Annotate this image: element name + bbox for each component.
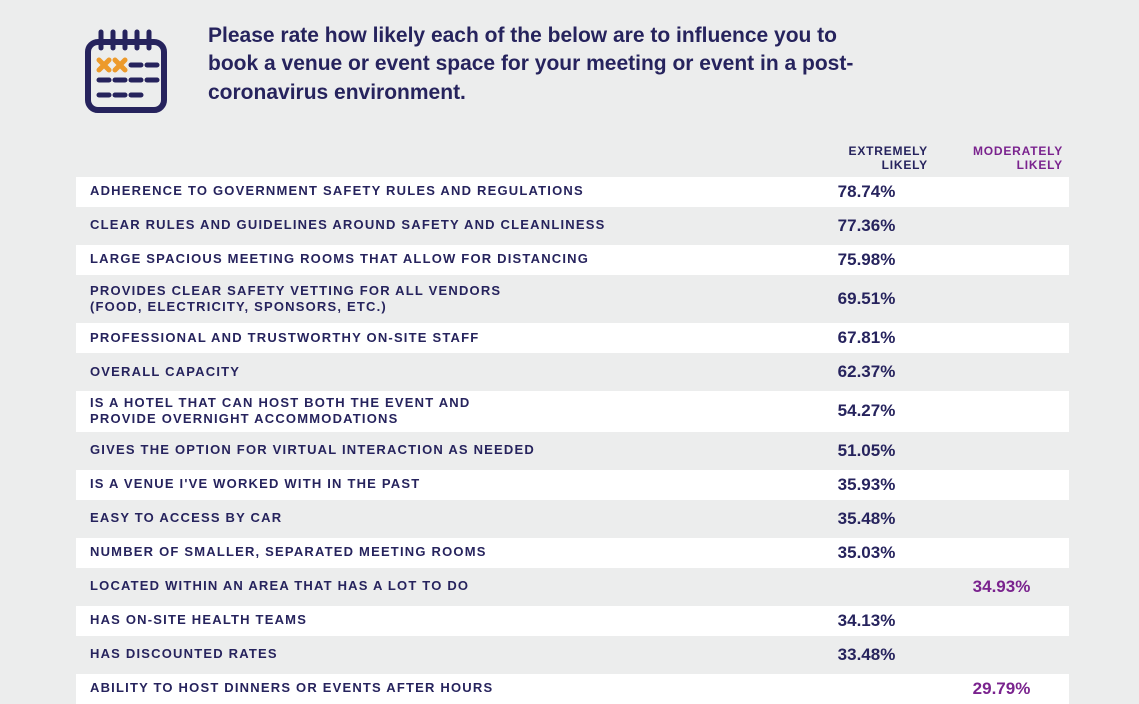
table-row: LOCATED WITHIN AN AREA THAT HAS A LOT TO…: [76, 572, 1069, 602]
column-headers: EXTREMELY LIKELY MODERATELY LIKELY: [76, 145, 1069, 173]
extremely-value: 77.36%: [799, 216, 934, 236]
table-row: HAS DISCOUNTED RATES33.48%: [76, 640, 1069, 670]
calendar-icon: [76, 18, 176, 127]
extremely-value: 78.74%: [799, 182, 934, 202]
row-label: PROVIDES CLEAR SAFETY VETTING FOR ALL VE…: [90, 283, 799, 316]
row-label: OVERALL CAPACITY: [90, 364, 799, 380]
row-label: IS A VENUE I'VE WORKED WITH IN THE PAST: [90, 476, 799, 492]
header-moderately: MODERATELY LIKELY: [934, 145, 1069, 173]
extremely-value: 75.98%: [799, 250, 934, 270]
extremely-value: 69.51%: [799, 289, 934, 309]
row-label: CLEAR RULES AND GUIDELINES AROUND SAFETY…: [90, 217, 799, 233]
extremely-value: 34.13%: [799, 611, 934, 631]
moderately-value: 34.93%: [934, 577, 1069, 597]
table-row: NUMBER OF SMALLER, SEPARATED MEETING ROO…: [76, 538, 1069, 568]
extremely-value: 35.48%: [799, 509, 934, 529]
extremely-value: 51.05%: [799, 441, 934, 461]
row-label: GIVES THE OPTION FOR VIRTUAL INTERACTION…: [90, 442, 799, 458]
survey-table: EXTREMELY LIKELY MODERATELY LIKELY ADHER…: [76, 145, 1069, 704]
table-row: EASY TO ACCESS BY CAR35.48%: [76, 504, 1069, 534]
table-row: ABILITY TO HOST DINNERS OR EVENTS AFTER …: [76, 674, 1069, 704]
table-row: CLEAR RULES AND GUIDELINES AROUND SAFETY…: [76, 211, 1069, 241]
row-label: EASY TO ACCESS BY CAR: [90, 510, 799, 526]
header: Please rate how likely each of the below…: [76, 18, 1069, 127]
table-row: OVERALL CAPACITY62.37%: [76, 357, 1069, 387]
extremely-value: 67.81%: [799, 328, 934, 348]
row-label: HAS DISCOUNTED RATES: [90, 646, 799, 662]
row-label: LARGE SPACIOUS MEETING ROOMS THAT ALLOW …: [90, 251, 799, 267]
question-text: Please rate how likely each of the below…: [208, 18, 888, 107]
moderately-value: 29.79%: [934, 679, 1069, 699]
table-row: LARGE SPACIOUS MEETING ROOMS THAT ALLOW …: [76, 245, 1069, 275]
table-row: GIVES THE OPTION FOR VIRTUAL INTERACTION…: [76, 436, 1069, 466]
header-extremely: EXTREMELY LIKELY: [799, 145, 934, 173]
table-row: ADHERENCE TO GOVERNMENT SAFETY RULES AND…: [76, 177, 1069, 207]
row-label: ADHERENCE TO GOVERNMENT SAFETY RULES AND…: [90, 183, 799, 199]
table-row: IS A HOTEL THAT CAN HOST BOTH THE EVENT …: [76, 391, 1069, 432]
table-row: PROFESSIONAL AND TRUSTWORTHY ON-SITE STA…: [76, 323, 1069, 353]
row-label: NUMBER OF SMALLER, SEPARATED MEETING ROO…: [90, 544, 799, 560]
extremely-value: 35.93%: [799, 475, 934, 495]
table-row: HAS ON-SITE HEALTH TEAMS34.13%: [76, 606, 1069, 636]
extremely-value: 54.27%: [799, 401, 934, 421]
row-label: HAS ON-SITE HEALTH TEAMS: [90, 612, 799, 628]
row-label: PROFESSIONAL AND TRUSTWORTHY ON-SITE STA…: [90, 330, 799, 346]
row-label: LOCATED WITHIN AN AREA THAT HAS A LOT TO…: [90, 578, 799, 594]
row-label: ABILITY TO HOST DINNERS OR EVENTS AFTER …: [90, 680, 799, 696]
extremely-value: 33.48%: [799, 645, 934, 665]
table-row: PROVIDES CLEAR SAFETY VETTING FOR ALL VE…: [76, 279, 1069, 320]
extremely-value: 62.37%: [799, 362, 934, 382]
extremely-value: 35.03%: [799, 543, 934, 563]
table-row: IS A VENUE I'VE WORKED WITH IN THE PAST3…: [76, 470, 1069, 500]
row-label: IS A HOTEL THAT CAN HOST BOTH THE EVENT …: [90, 395, 799, 428]
